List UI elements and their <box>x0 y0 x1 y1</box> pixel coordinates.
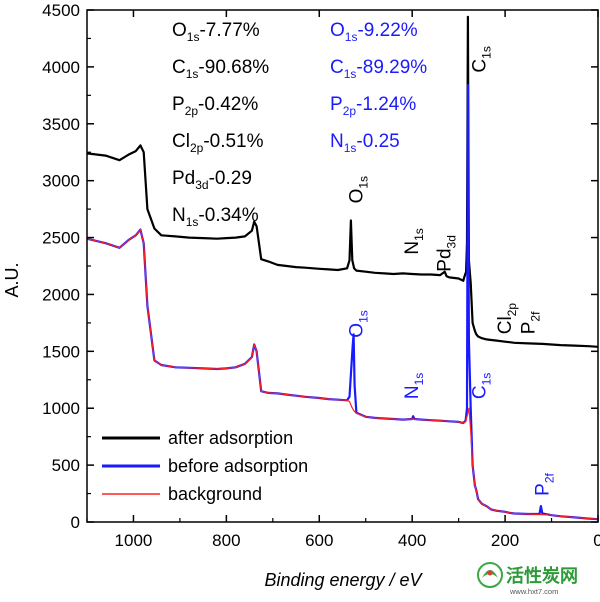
peak-label-after-pd: Pd3d <box>435 235 459 272</box>
legend-label-after-adsorption: after adsorption <box>168 428 293 448</box>
y-tick-label-4500: 4500 <box>42 1 80 20</box>
annotation-layer: O1s-7.77% C1s-90.68% P2p-0.42% Cl2p-0.51% Pd… <box>172 20 556 496</box>
composition-after-cl: Cl2p-0.51% <box>172 131 264 155</box>
legend: after adsorption before adsorption backgro… <box>102 428 308 504</box>
composition-before-c: C1s-89.29% <box>330 57 427 81</box>
x-tick-label-600: 600 <box>305 531 333 550</box>
x-tick-label-0: 0 <box>593 531 600 550</box>
peak-label-before-o: O1s <box>346 310 370 337</box>
composition-after-c: C1s-90.68% <box>172 57 269 81</box>
composition-before-p: P2p-1.24% <box>330 94 416 118</box>
watermark: 活性炭网 www.hxt7.com <box>477 562 578 596</box>
y-tick-label-3000: 3000 <box>42 172 80 191</box>
axes-layer: 0500100015002000250030003500400045001000… <box>2 1 600 590</box>
watermark-logo-icon <box>477 562 503 588</box>
composition-after-p: P2p-0.42% <box>172 94 258 118</box>
peak-label-after-n: N1s <box>402 228 426 254</box>
y-tick-label-500: 500 <box>52 456 80 475</box>
plot-frame <box>86 9 599 523</box>
peak-label-after-o: O1s <box>346 176 370 203</box>
x-tick-label-400: 400 <box>398 531 426 550</box>
series-line-after-adsorption <box>86 15 599 348</box>
composition-before-n: N1s-0.25 <box>330 131 400 155</box>
y-tick-label-0: 0 <box>71 513 80 532</box>
legend-label-before-adsorption: before adsorption <box>168 456 308 476</box>
y-tick-label-1500: 1500 <box>42 342 80 361</box>
composition-after-pd: Pd3d-0.29 <box>172 168 252 192</box>
watermark-url: www.hxt7.com <box>509 587 558 596</box>
x-tick-label-800: 800 <box>212 531 240 550</box>
peak-label-after-p: P2f <box>518 311 542 334</box>
composition-before-o: O1s-9.22% <box>330 20 418 44</box>
composition-after-o: O1s-7.77% <box>172 20 260 44</box>
peak-label-before-p: P2f <box>532 472 556 495</box>
x-tick-label-200: 200 <box>491 531 519 550</box>
legend-label-background: background <box>168 484 262 504</box>
y-tick-label-1000: 1000 <box>42 399 80 418</box>
plot-layer <box>86 15 599 521</box>
y-tick-label-2500: 2500 <box>42 229 80 248</box>
x-axis-label: Binding energy / eV <box>264 570 423 590</box>
y-axis-label: A.U. <box>2 262 22 297</box>
peak-label-before-n: N1s <box>402 373 426 399</box>
y-tick-label-2000: 2000 <box>42 285 80 304</box>
y-tick-label-3500: 3500 <box>42 115 80 134</box>
peak-label-before-c: C1s <box>470 373 494 399</box>
y-tick-label-4000: 4000 <box>42 58 80 77</box>
composition-after-n: N1s-0.34% <box>172 205 259 229</box>
x-tick-label-1000: 1000 <box>115 531 153 550</box>
series-line-background <box>86 229 599 520</box>
peak-label-after-c: C1s <box>470 46 494 72</box>
watermark-title: 活性炭网 <box>506 565 578 586</box>
peak-label-after-cl: Cl2p <box>495 303 519 335</box>
